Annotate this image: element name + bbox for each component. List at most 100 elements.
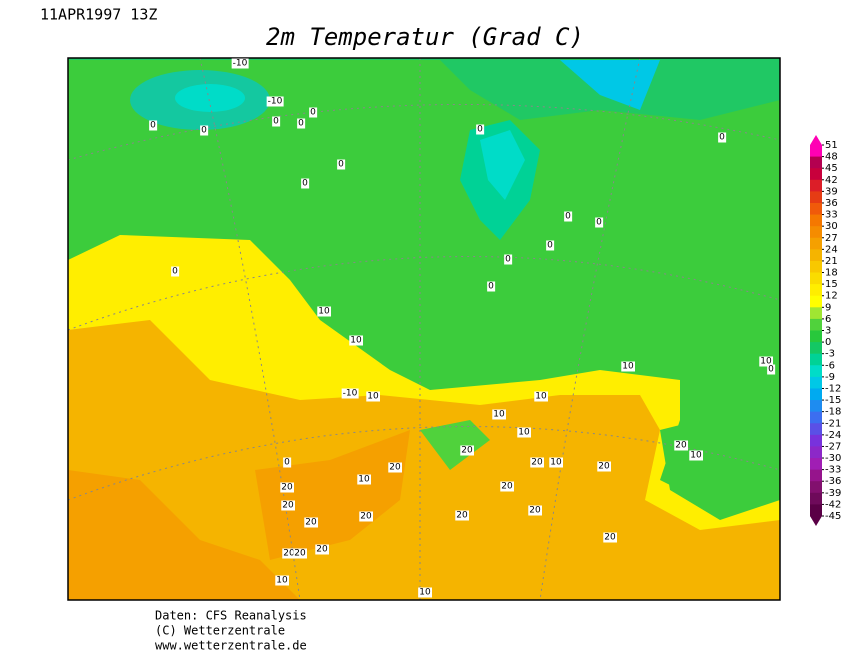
hotter-zone: [68, 470, 300, 600]
contour-label-bg: [293, 548, 307, 559]
contour-label-bg: [231, 58, 249, 69]
contour-label-bg: [603, 532, 617, 543]
contour-label: 0: [298, 119, 304, 129]
contour-label-bg: [597, 461, 611, 472]
colorbar-swatch: [810, 434, 822, 447]
colorbar-swatch: [810, 191, 822, 204]
contour-label-bg: [266, 96, 284, 107]
colorbar-label: -21: [825, 418, 841, 429]
colorbar-label: 24: [825, 244, 838, 255]
footer: Daten: CFS Reanalysis(C) Wetterzentralew…: [155, 609, 307, 653]
colorbar-swatch: [810, 446, 822, 459]
contour-label: 20: [531, 458, 543, 468]
contour-label: 20: [360, 512, 372, 522]
contour-label: 0: [477, 125, 483, 135]
contour-label-bg: [517, 427, 531, 438]
contour-label-bg: [564, 211, 573, 222]
colorbar-swatch: [810, 249, 822, 262]
colorbar-label: 12: [825, 291, 838, 302]
contour-label-bg: [549, 457, 563, 468]
title: 2m Temperatur (Grad C): [266, 23, 584, 51]
contour-label-bg: [149, 120, 158, 131]
colorbar-label: -42: [825, 499, 841, 510]
colorbar-swatch: [810, 353, 822, 366]
contour-label-bg: [455, 510, 469, 521]
colorbar-swatch: [810, 202, 822, 216]
contour-label-bg: [530, 457, 544, 468]
contour-label-bg: [283, 457, 292, 468]
contour-label: 10: [690, 451, 702, 461]
colorbar-swatch: [810, 411, 822, 424]
contour-label: 10: [760, 357, 772, 367]
colorbar-swatch: [810, 145, 822, 158]
contour-label: 20: [604, 533, 616, 543]
colorbar-swatch: [810, 469, 822, 482]
contour-label: 0: [505, 255, 511, 265]
contour-label: 10: [276, 576, 288, 586]
contour-label: 20: [675, 441, 687, 451]
colorbar-label: 39: [825, 186, 838, 197]
hot-zone: [68, 320, 780, 600]
colorbar-label: 15: [825, 279, 838, 290]
contour-label: 0: [150, 121, 156, 131]
contour-label-bg: [388, 462, 402, 473]
colorbar-swatch: [810, 376, 822, 389]
contour-label: 0: [338, 160, 344, 170]
colorbar-swatch: [810, 284, 822, 297]
colorbar-swatch: [810, 260, 822, 274]
contour-label: 10: [493, 410, 505, 420]
contour-label-bg: [200, 125, 209, 136]
contour-label-bg: [275, 575, 289, 586]
contour-label: 20: [501, 482, 513, 492]
contour-label: 0: [565, 212, 571, 222]
contour-label: 0: [310, 108, 316, 118]
contour-label-bg: [418, 587, 432, 598]
footer-line: Daten: CFS Reanalysis: [155, 609, 307, 623]
colorbar-swatch: [810, 492, 822, 505]
contour-label: 0: [302, 179, 308, 189]
colorbar-label: 33: [825, 210, 838, 221]
contour-label-bg: [309, 107, 318, 118]
colorbar-label: -9: [825, 372, 835, 383]
colorbar-swatch: [810, 481, 822, 494]
contour-label: 0: [596, 218, 602, 228]
colorbar: 51484542393633302724211815129630-3-6-9-1…: [810, 135, 841, 526]
colorbar-swatch: [810, 272, 822, 285]
colorbar-label: -33: [825, 465, 841, 476]
colorbar-label: 45: [825, 163, 838, 174]
colorbar-label: 9: [825, 302, 831, 313]
contour-label: 20: [389, 463, 401, 473]
footer-line: (C) Wetterzentrale: [155, 624, 285, 638]
colorbar-swatch: [810, 295, 822, 308]
contour-label: 10: [419, 588, 431, 598]
colorbar-swatch: [810, 168, 822, 181]
colorbar-label: 21: [825, 256, 838, 267]
contour-label: 10: [350, 336, 362, 346]
colorbar-swatch: [810, 423, 822, 436]
contour-label: 0: [488, 282, 494, 292]
contour-label-bg: [689, 450, 703, 461]
colorbar-label: 51: [825, 140, 838, 151]
contour-label: 0: [768, 365, 774, 375]
colorbar-swatch: [810, 330, 822, 343]
greenland-colder: [175, 84, 245, 112]
colorbar-swatch: [810, 400, 822, 413]
contour-label-bg: [504, 254, 513, 265]
colorbar-label: 36: [825, 198, 838, 209]
contour-label: 20: [282, 501, 294, 511]
arctic-cold: [560, 60, 660, 110]
contour-label-bg: [281, 500, 295, 511]
contour-label: -10: [233, 59, 248, 69]
colorbar-label: 6: [825, 314, 831, 325]
colorbar-swatch: [810, 156, 822, 169]
contour-label-bg: [487, 281, 496, 292]
contour-label-bg: [272, 116, 281, 127]
colorbar-label: 18: [825, 268, 838, 279]
contour-label: 10: [550, 458, 562, 468]
contour-label-bg: [341, 388, 359, 399]
colorbar-label: 3: [825, 326, 831, 337]
colorbar-label: -12: [825, 383, 841, 394]
